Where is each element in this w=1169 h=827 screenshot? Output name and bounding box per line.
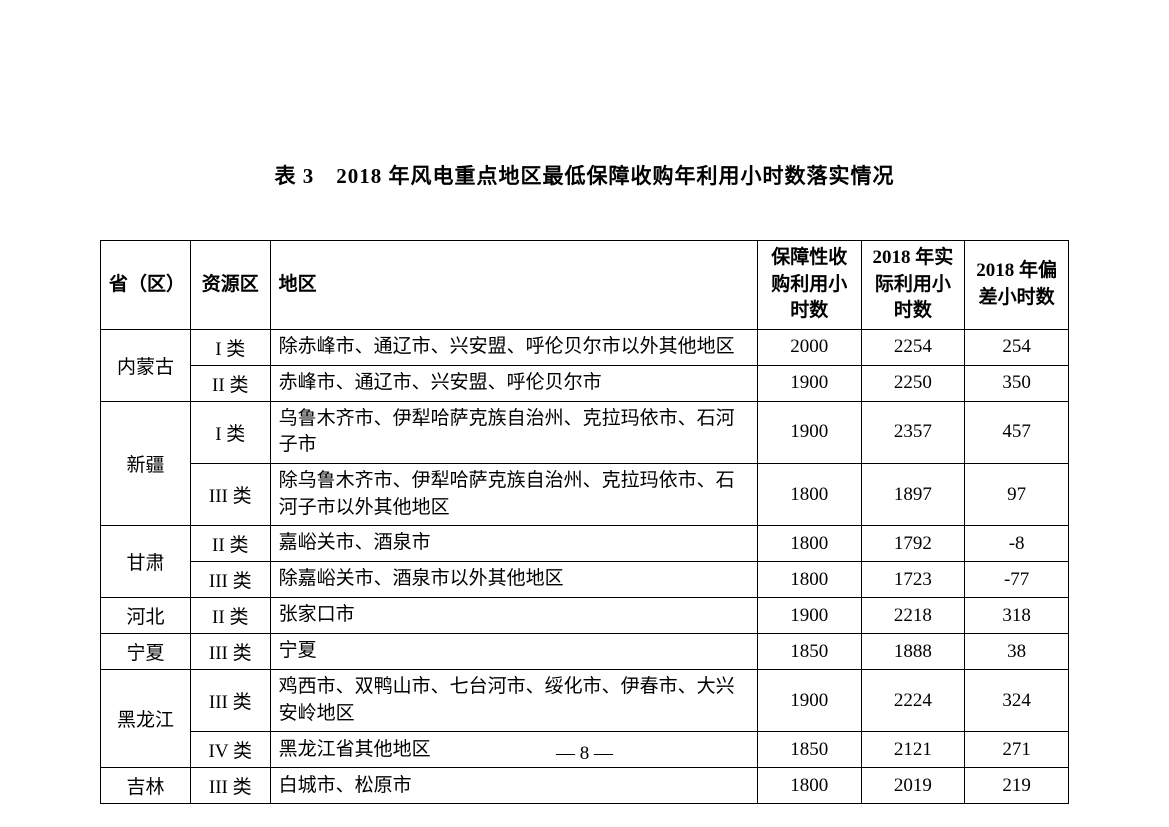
table-row: 新疆I 类乌鲁木齐市、伊犁哈萨克族自治州、克拉玛依市、石河子市190023574… [101,401,1069,463]
cell-province: 吉林 [101,768,191,804]
header-row: 省（区） 资源区 地区 保障性收购利用小时数 2018 年实际利用小时数 201… [101,241,1069,330]
cell-region: 除嘉峪关市、酒泉市以外其他地区 [270,562,757,598]
cell-region: 鸡西市、双鸭山市、七台河市、绥化市、伊春市、大兴安岭地区 [270,670,757,732]
cell-resource: II 类 [190,365,270,401]
cell-actual: 2019 [861,768,965,804]
header-guaranteed: 保障性收购利用小时数 [757,241,861,330]
cell-actual: 2250 [861,365,965,401]
cell-actual: 1792 [861,526,965,562]
cell-region: 白城市、松原市 [270,768,757,804]
cell-province: 新疆 [101,401,191,525]
cell-guaranteed: 1800 [757,526,861,562]
cell-actual: 2218 [861,598,965,634]
cell-deviation: 219 [965,768,1069,804]
cell-region: 除赤峰市、通辽市、兴安盟、呼伦贝尔市以外其他地区 [270,329,757,365]
cell-guaranteed: 1850 [757,634,861,670]
table-row: 吉林III 类白城市、松原市18002019219 [101,768,1069,804]
cell-deviation: 350 [965,365,1069,401]
cell-guaranteed: 1800 [757,463,861,525]
table-row: 河北II 类张家口市19002218318 [101,598,1069,634]
cell-resource: III 类 [190,562,270,598]
cell-guaranteed: 1800 [757,562,861,598]
cell-resource: I 类 [190,401,270,463]
cell-province: 内蒙古 [101,329,191,401]
table-row: III 类除嘉峪关市、酒泉市以外其他地区18001723-77 [101,562,1069,598]
cell-region: 赤峰市、通辽市、兴安盟、呼伦贝尔市 [270,365,757,401]
cell-resource: III 类 [190,768,270,804]
cell-guaranteed: 1900 [757,598,861,634]
cell-guaranteed: 2000 [757,329,861,365]
cell-resource: III 类 [190,634,270,670]
header-actual: 2018 年实际利用小时数 [861,241,965,330]
cell-actual: 1888 [861,634,965,670]
cell-deviation: 318 [965,598,1069,634]
cell-resource: II 类 [190,526,270,562]
data-table: 省（区） 资源区 地区 保障性收购利用小时数 2018 年实际利用小时数 201… [100,240,1069,804]
cell-guaranteed: 1900 [757,670,861,732]
header-province: 省（区） [101,241,191,330]
cell-actual: 1897 [861,463,965,525]
cell-region: 乌鲁木齐市、伊犁哈萨克族自治州、克拉玛依市、石河子市 [270,401,757,463]
table-row: III 类除乌鲁木齐市、伊犁哈萨克族自治州、克拉玛依市、石河子市以外其他地区18… [101,463,1069,525]
cell-deviation: 254 [965,329,1069,365]
table-row: II 类赤峰市、通辽市、兴安盟、呼伦贝尔市19002250350 [101,365,1069,401]
table-row: 内蒙古I 类除赤峰市、通辽市、兴安盟、呼伦贝尔市以外其他地区2000225425… [101,329,1069,365]
cell-province: 河北 [101,598,191,634]
cell-deviation: -77 [965,562,1069,598]
cell-deviation: 38 [965,634,1069,670]
header-deviation: 2018 年偏差小时数 [965,241,1069,330]
cell-resource: III 类 [190,463,270,525]
cell-actual: 2224 [861,670,965,732]
cell-region: 张家口市 [270,598,757,634]
cell-guaranteed: 1900 [757,401,861,463]
cell-resource: II 类 [190,598,270,634]
table-title: 表 3 2018 年风电重点地区最低保障收购年利用小时数落实情况 [100,160,1069,190]
cell-actual: 2254 [861,329,965,365]
cell-guaranteed: 1900 [757,365,861,401]
cell-actual: 1723 [861,562,965,598]
cell-resource: III 类 [190,670,270,732]
cell-province: 甘肃 [101,526,191,598]
table-row: 甘肃II 类嘉峪关市、酒泉市18001792-8 [101,526,1069,562]
cell-region: 嘉峪关市、酒泉市 [270,526,757,562]
cell-deviation: -8 [965,526,1069,562]
cell-province: 宁夏 [101,634,191,670]
cell-resource: I 类 [190,329,270,365]
cell-guaranteed: 1800 [757,768,861,804]
cell-region: 宁夏 [270,634,757,670]
page-number: — 8 — [0,743,1169,765]
header-resource: 资源区 [190,241,270,330]
cell-deviation: 324 [965,670,1069,732]
header-region: 地区 [270,241,757,330]
cell-region: 除乌鲁木齐市、伊犁哈萨克族自治州、克拉玛依市、石河子市以外其他地区 [270,463,757,525]
table-row: 黑龙江III 类鸡西市、双鸭山市、七台河市、绥化市、伊春市、大兴安岭地区1900… [101,670,1069,732]
cell-deviation: 97 [965,463,1069,525]
cell-actual: 2357 [861,401,965,463]
table-row: 宁夏III 类宁夏1850188838 [101,634,1069,670]
cell-deviation: 457 [965,401,1069,463]
